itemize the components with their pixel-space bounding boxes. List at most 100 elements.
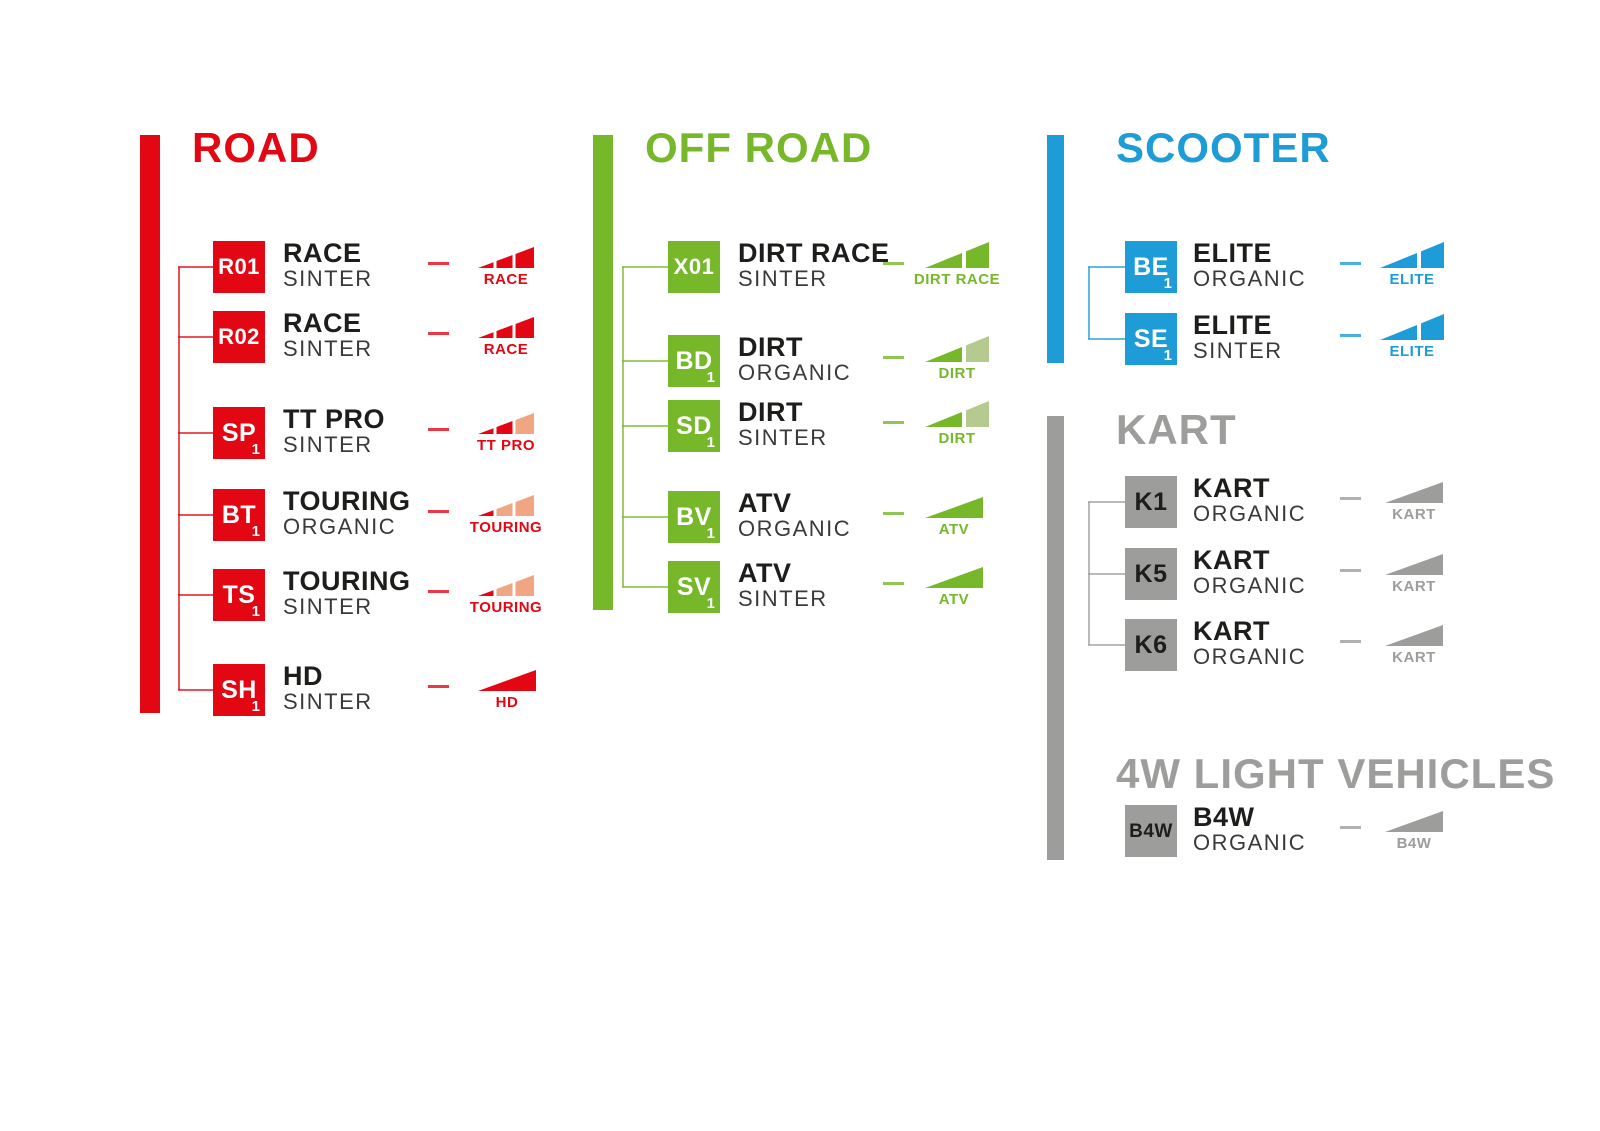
tree-connector-stub xyxy=(178,689,213,691)
product-code: SD xyxy=(676,411,712,440)
performance-icon-label: DIRT xyxy=(938,365,976,382)
dash-connector xyxy=(1340,334,1361,337)
performance-wedge-full xyxy=(1380,252,1417,268)
dash-connector xyxy=(883,356,904,359)
performance-wedge-full xyxy=(1421,314,1444,340)
performance-level-icon xyxy=(1385,625,1443,646)
performance-wedge-full xyxy=(478,332,494,338)
product-code-subscript: 1 xyxy=(251,441,260,458)
product-code-box-B4W: B4W xyxy=(1125,805,1177,857)
dash-connector xyxy=(1340,640,1361,643)
performance-wedge-light xyxy=(515,495,534,516)
performance-icon-label: B4W xyxy=(1396,835,1432,852)
dash-connector xyxy=(428,685,449,688)
tree-connector-stub xyxy=(178,432,213,434)
product-name: ATV xyxy=(738,488,792,518)
performance-wedge-light xyxy=(515,575,534,596)
product-code-box-K6: K6 xyxy=(1125,619,1177,671)
performance-icon-label: DIRT RACE xyxy=(913,271,1001,288)
performance-level-icon xyxy=(478,670,536,691)
performance-wedge-full xyxy=(515,317,534,338)
tree-connector-stub xyxy=(1088,338,1125,340)
dash-connector xyxy=(1340,262,1361,265)
performance-level-icon xyxy=(478,495,534,516)
performance-icon-label: KART xyxy=(1392,506,1436,523)
product-code: R02 xyxy=(218,324,260,349)
performance-level-icon xyxy=(925,497,983,518)
performance-wedge-full xyxy=(1385,811,1443,832)
product-compound: SINTER xyxy=(283,689,373,714)
product-compound: ORGANIC xyxy=(1193,266,1307,291)
product-code-subscript: 1 xyxy=(706,434,715,451)
performance-wedge-light xyxy=(966,401,989,427)
product-name: ATV xyxy=(738,558,792,588)
performance-wedge-full xyxy=(1421,242,1444,268)
performance-level-icon xyxy=(925,242,989,268)
tree-connector-stub xyxy=(178,266,213,268)
performance-icon-label: ELITE xyxy=(1389,343,1435,360)
dash-connector xyxy=(1340,569,1361,572)
category-title: 4W LIGHT VEHICLES xyxy=(1116,750,1556,797)
tree-connector-stub xyxy=(178,514,213,516)
product-code-box-X01: X01 xyxy=(668,241,720,293)
tree-connector-stub xyxy=(178,594,213,596)
product-code-box-SP1: SP 1 xyxy=(213,407,265,459)
category-title: SCOOTER xyxy=(1116,124,1331,171)
performance-wedge-full xyxy=(496,325,513,338)
dash-connector xyxy=(428,590,449,593)
product-compound: SINTER xyxy=(738,425,828,450)
product-compound: SINTER xyxy=(283,266,373,291)
product-name: RACE xyxy=(283,308,362,338)
performance-wedge-full xyxy=(478,262,494,268)
product-code-subscript: 1 xyxy=(251,603,260,620)
product-name: TT PRO xyxy=(283,404,385,434)
product-code-box-SD1: SD 1 xyxy=(668,400,720,452)
dash-connector xyxy=(883,421,904,424)
product-compound: SINTER xyxy=(283,432,373,457)
product-code-box-SV1: SV 1 xyxy=(668,561,720,613)
tree-connector-stub xyxy=(622,425,668,427)
product-code-box-BV1: BV 1 xyxy=(668,491,720,543)
tree-connector-stub xyxy=(1088,644,1125,646)
dash-connector xyxy=(428,510,449,513)
dash-connector xyxy=(1340,497,1361,500)
performance-wedge-full xyxy=(925,252,962,268)
tree-vertical-line xyxy=(622,267,624,587)
performance-wedge-light xyxy=(966,336,989,362)
tree-connector-stub xyxy=(1088,573,1125,575)
product-compound: SINTER xyxy=(283,336,373,361)
product-code: TS xyxy=(222,580,256,609)
category-color-bar xyxy=(1047,416,1064,860)
performance-icon-label: HD xyxy=(495,694,519,711)
performance-icon-label: TOURING xyxy=(469,519,543,536)
category-title: OFF ROAD xyxy=(645,124,873,171)
performance-icon-label: ATV xyxy=(938,521,970,538)
performance-wedge-light xyxy=(515,413,534,434)
dash-connector xyxy=(883,582,904,585)
performance-wedge-full xyxy=(925,567,983,588)
performance-wedge-full xyxy=(478,590,494,596)
performance-level-icon xyxy=(1380,314,1444,340)
performance-level-icon xyxy=(925,401,989,427)
performance-wedge-full xyxy=(515,247,534,268)
product-code: SH xyxy=(221,675,257,704)
tree-vertical-line xyxy=(1088,267,1090,339)
performance-wedge-full xyxy=(1380,324,1417,340)
product-code-box-BT1: BT 1 xyxy=(213,489,265,541)
tree-connector-stub xyxy=(622,586,668,588)
product-code-box-SH1: SH 1 xyxy=(213,664,265,716)
product-code: BD xyxy=(675,346,713,375)
performance-level-icon xyxy=(1385,811,1443,832)
product-name: KART xyxy=(1193,616,1270,646)
product-compound: ORGANIC xyxy=(283,514,397,539)
performance-icon-label: KART xyxy=(1392,649,1436,666)
product-compound: ORGANIC xyxy=(1193,573,1307,598)
product-code: BE xyxy=(1133,252,1169,281)
product-compound: SINTER xyxy=(738,586,828,611)
product-compound: ORGANIC xyxy=(738,516,852,541)
product-code: SP xyxy=(221,418,257,447)
tree-connector-stub xyxy=(622,516,668,518)
dash-connector xyxy=(1340,826,1361,829)
product-code: SV xyxy=(676,572,712,601)
